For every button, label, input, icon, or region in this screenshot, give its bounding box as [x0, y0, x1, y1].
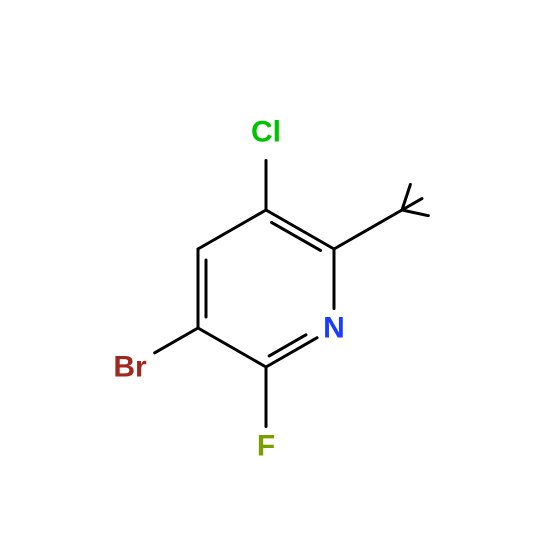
atom-label-f: F	[257, 430, 275, 463]
bond-line	[266, 210, 334, 249]
molecule-diagram: N Cl F Br	[0, 0, 533, 533]
bond-line	[155, 328, 198, 353]
atom-label-cl: Cl	[251, 116, 281, 149]
atom-label-br: Br	[113, 351, 147, 384]
bond-line	[269, 335, 306, 356]
bond-line	[198, 328, 266, 367]
atom-label-n: N	[323, 312, 345, 345]
bond-line	[334, 210, 402, 249]
bond-line	[198, 210, 266, 249]
bond-line	[402, 210, 428, 216]
